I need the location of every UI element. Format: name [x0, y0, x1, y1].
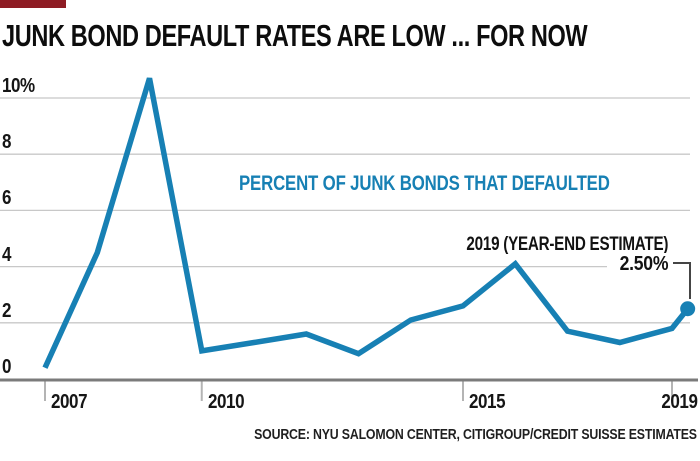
series-label: PERCENT OF JUNK BONDS THAT DEFAULTED: [239, 172, 610, 195]
default-rate-line: [42, 77, 690, 369]
x-axis-tick-label: 2019: [660, 391, 698, 413]
x-axis-tick-label: 2007: [51, 391, 88, 413]
y-axis-label: 10%: [2, 75, 35, 97]
estimate-dot: [680, 301, 696, 317]
x-axis-tick-label: 2010: [207, 391, 245, 413]
y-axis-label: 8: [2, 131, 12, 154]
chart-title: JUNK BOND DEFAULT RATES ARE LOW ... FOR …: [2, 18, 588, 53]
annotation-value: 2.50%: [610, 253, 668, 276]
y-axis-label: 0: [2, 356, 12, 378]
y-axis-label: 4: [2, 243, 12, 266]
annotation-note: 2019 (YEAR-END ESTIMATE): [461, 234, 668, 256]
callout-bracket: [673, 262, 691, 299]
x-axis-tick-label: 2015: [469, 391, 506, 413]
y-axis-label: 6: [2, 187, 12, 210]
y-axis-label: 2: [2, 299, 12, 322]
accent-bar: [0, 0, 66, 8]
source-credit: SOURCE: NYU SALOMON CENTER, CITIGROUP/CR…: [254, 427, 697, 443]
